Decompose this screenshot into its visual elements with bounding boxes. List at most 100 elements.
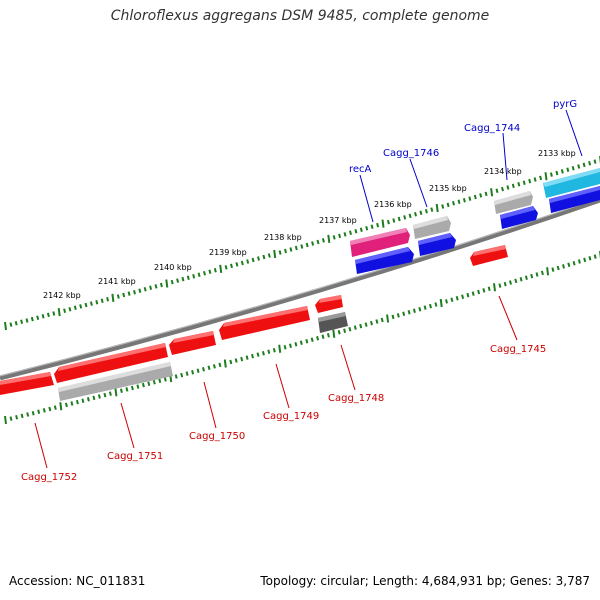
inner-scale-minor-tick <box>530 273 534 279</box>
inner-scale-minor-tick <box>147 381 151 386</box>
cds-forward-recA-region[interactable] <box>355 247 414 274</box>
gene-label-Cagg_1752: Cagg_1752 <box>21 472 77 483</box>
gene-label-Cagg_1749: Cagg_1749 <box>263 411 319 422</box>
gene-label-Cagg_1751: Cagg_1751 <box>107 451 163 462</box>
gene-label-Cagg_1746: Cagg_1746 <box>383 148 439 159</box>
outer-scale-minor-tick <box>235 262 239 267</box>
cds-Cagg_1749[interactable] <box>219 306 310 340</box>
outer-scale-minor-tick <box>20 319 24 325</box>
inner-scale-major-tick <box>278 344 282 353</box>
outer-scale-minor-tick <box>186 275 190 280</box>
label-connectors <box>34 109 583 469</box>
outer-scale-minor-tick <box>159 282 163 288</box>
outer-scale-minor-tick <box>555 170 559 176</box>
cds-Cagg_1746[interactable] <box>413 216 451 239</box>
outer-scale-minor-tick <box>224 265 228 270</box>
outer-scale-minor-tick <box>181 276 185 282</box>
inner-scale-major-tick <box>4 415 7 425</box>
outer-scale-minor-tick <box>386 219 390 225</box>
inner-scale-minor-tick <box>588 256 592 261</box>
inner-scale-minor-tick <box>519 277 523 282</box>
inner-scale-minor-tick <box>53 405 57 410</box>
inner-scale-minor-tick <box>364 322 368 327</box>
outer-scale-minor-tick <box>213 268 217 273</box>
outer-scale-minor-tick <box>473 194 477 200</box>
inner-scale-minor-tick <box>524 275 528 280</box>
inner-scale-major-tick <box>223 359 227 368</box>
inner-scale-minor-tick <box>348 326 352 332</box>
outer-scale-minor-tick <box>284 248 287 254</box>
outer-scale-minor-tick <box>305 242 309 248</box>
inner-scale-minor-tick <box>174 374 178 379</box>
outer-scale-minor-tick <box>138 288 142 293</box>
outer-scale-minor-tick <box>446 202 450 208</box>
scale-label-2136: 2136 kbp <box>374 200 412 209</box>
inner-scale-minor-tick <box>514 278 518 284</box>
outer-scale-minor-tick <box>122 292 126 298</box>
inner-scale-minor-tick <box>407 310 411 315</box>
inner-scale-major-tick <box>386 314 390 323</box>
inner-scale <box>4 251 600 425</box>
inner-scale-minor-tick <box>450 297 454 303</box>
outer-scale-minor-tick <box>116 294 120 299</box>
cds-recA[interactable] <box>350 228 410 257</box>
outer-scale-minor-tick <box>278 250 282 255</box>
inner-scale-minor-tick <box>577 259 581 264</box>
inner-scale-minor-tick <box>240 356 244 362</box>
outer-scale-minor-tick <box>240 260 244 266</box>
outer-scale-minor-tick <box>321 238 325 243</box>
inner-scale-minor-tick <box>196 368 200 374</box>
outer-scale-minor-tick <box>457 199 461 205</box>
scale-label-2141: 2141 kbp <box>98 277 136 286</box>
outer-scale-minor-tick <box>560 169 564 174</box>
outer-scale-minor-tick <box>403 215 407 220</box>
outer-scale-minor-tick <box>89 301 93 306</box>
inner-scale-minor-tick <box>540 270 544 276</box>
outer-scale-minor-tick <box>149 285 153 291</box>
outer-scale-minor-tick <box>365 225 369 231</box>
cds-Cagg_1750[interactable] <box>169 331 216 355</box>
outer-scale-minor-tick <box>73 305 77 311</box>
outer-scale-minor-tick <box>452 201 455 206</box>
outer-scale-minor-tick <box>484 191 488 197</box>
inner-scale-minor-tick <box>321 334 325 339</box>
outer-scale-minor-tick <box>170 279 174 285</box>
outer-scale-minor-tick <box>528 178 532 184</box>
inner-scale-minor-tick <box>180 372 184 378</box>
inner-scale-minor-tick <box>567 262 571 268</box>
inner-scale-minor-tick <box>256 352 260 357</box>
outer-scale-minor-tick <box>582 162 586 168</box>
cds-forward-1744-region[interactable] <box>500 206 538 229</box>
outer-scale-minor-tick <box>577 164 581 169</box>
outer-scale-major-tick <box>490 188 494 197</box>
inner-scale-minor-tick <box>487 286 491 292</box>
inner-scale-minor-tick <box>391 314 395 320</box>
outer-scale-minor-tick <box>36 315 40 320</box>
inner-scale-minor-tick <box>9 416 13 421</box>
inner-scale-minor-tick <box>272 347 276 353</box>
outer-scale-minor-tick <box>197 272 201 278</box>
inner-scale-major-tick <box>546 267 550 276</box>
inner-scale-minor-tick <box>289 343 292 348</box>
inner-scale-minor-tick <box>86 397 90 402</box>
inner-scale-minor-tick <box>423 305 427 310</box>
inner-scale-minor-tick <box>359 323 363 329</box>
inner-scale-minor-tick <box>26 412 30 417</box>
outer-scale-minor-tick <box>430 207 434 212</box>
outer-scale-minor-tick <box>501 186 504 192</box>
outer-scale-minor-tick <box>41 314 45 319</box>
inner-scale-major-tick <box>493 283 496 292</box>
outer-scale-minor-tick <box>441 204 445 209</box>
outer-scale-major-tick <box>273 249 277 259</box>
inner-scale-minor-tick <box>434 302 438 307</box>
inner-scale-minor-tick <box>299 340 303 345</box>
cds-reverse-1750-long[interactable] <box>54 343 168 383</box>
outer-scale-minor-tick <box>46 312 50 318</box>
inner-scale-minor-tick <box>103 392 107 398</box>
outer-scale-minor-tick <box>84 302 88 308</box>
outer-scale-minor-tick <box>511 183 515 189</box>
outer-scale-minor-tick <box>289 247 293 252</box>
outer-scale-minor-tick <box>468 196 472 201</box>
outer-scale-minor-tick <box>522 180 526 185</box>
outer-scale-minor-tick <box>343 232 347 237</box>
